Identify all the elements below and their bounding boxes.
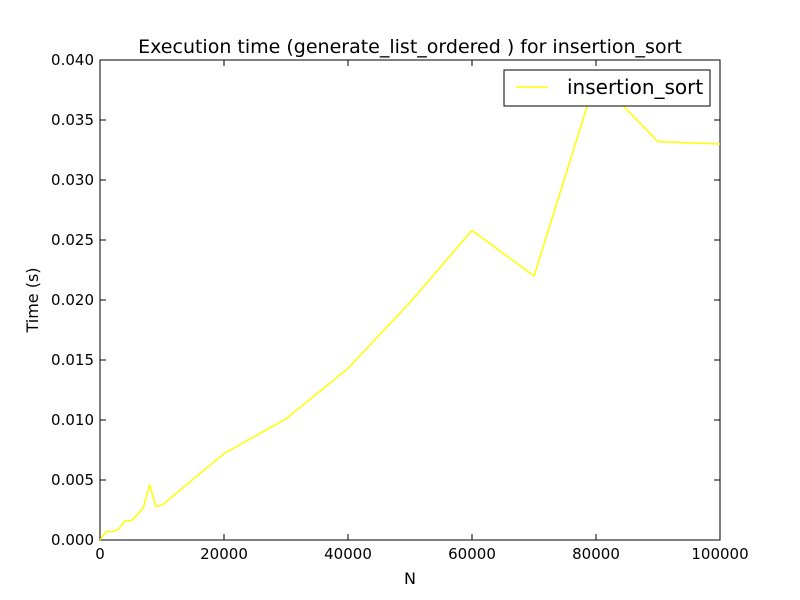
y-tick-label: 0.035 — [51, 111, 94, 129]
x-tick-label: 80000 — [572, 545, 620, 563]
plot-frame — [99, 59, 721, 541]
y-axis-ticks: 0.000 0.005 0.010 0.015 0.020 0.025 0.030 0.035… — [51, 51, 720, 549]
series-line-insertion-sort — [100, 77, 720, 540]
y-tick-label: 0.040 — [51, 51, 94, 69]
x-tick-label: 60000 — [448, 545, 496, 563]
y-tick-label: 0.010 — [51, 411, 94, 429]
x-axis-ticks: 0 20000 40000 60000 80000 100000 — [95, 60, 749, 563]
x-tick-label: 100000 — [691, 545, 748, 563]
x-tick-label: 20000 — [200, 545, 248, 563]
y-tick-label: 0.015 — [51, 351, 94, 369]
y-axis-label: Time (s) — [23, 267, 42, 333]
legend-box — [503, 69, 711, 107]
x-axis-label: N — [404, 569, 416, 588]
x-tick-label: 40000 — [324, 545, 372, 563]
legend: insertion_sort — [503, 69, 711, 107]
y-tick-label: 0.025 — [51, 231, 94, 249]
y-tick-label: 0.020 — [51, 291, 94, 309]
legend-label-insertion-sort: insertion_sort — [567, 75, 703, 99]
chart-title: Execution time (generate_list_ordered ) … — [138, 36, 682, 58]
y-tick-label: 0.000 — [51, 531, 94, 549]
y-tick-label: 0.005 — [51, 471, 94, 489]
x-tick-label: 0 — [95, 545, 105, 563]
series-layer — [100, 77, 720, 540]
y-tick-label: 0.030 — [51, 171, 94, 189]
